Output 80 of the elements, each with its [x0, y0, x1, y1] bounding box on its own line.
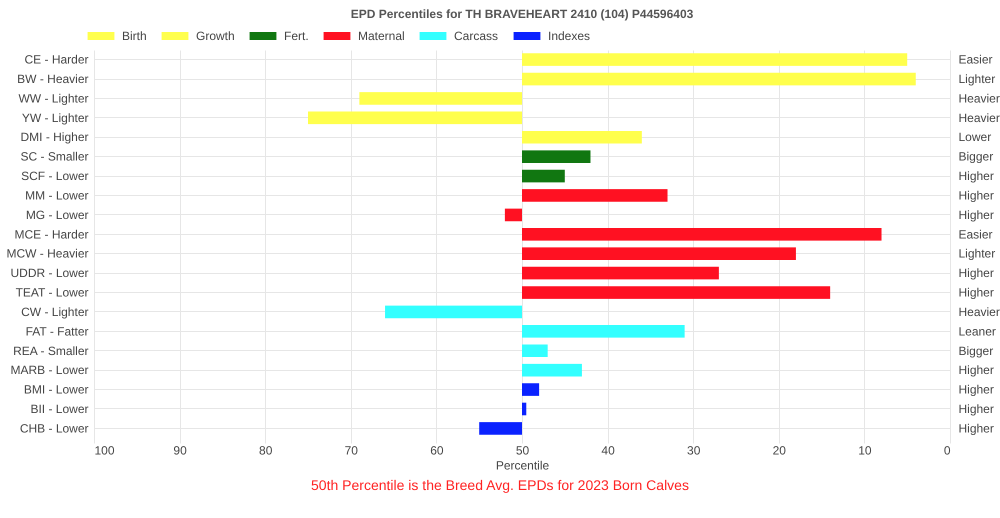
x-tick-label: 50: [516, 444, 530, 458]
bar: [522, 266, 719, 280]
y-tick-label: MCW - Heavier: [6, 246, 88, 261]
bar: [522, 150, 590, 163]
text: 50th Percentile is the Breed Avg. EPDs for 2023 Born Calves: [310, 477, 690, 493]
legend-label: Carcass: [454, 29, 498, 43]
bar: [522, 344, 548, 358]
y2-tick-label: Higher: [958, 188, 994, 202]
x-tick-label: 100: [94, 444, 115, 458]
bar: [522, 170, 565, 182]
x-axis-title: Percentile: [496, 458, 550, 472]
x-tick-label: 20: [772, 444, 786, 458]
y2-tick-label: Heavier: [958, 304, 1000, 319]
bar: [522, 53, 908, 66]
y2-tick-label: Easier: [958, 227, 993, 242]
y2-tick-label: Bigger: [958, 344, 994, 358]
y2-tick-label: Bigger: [958, 150, 994, 164]
x-tick-label: 90: [173, 444, 188, 458]
y-tick-label: CW - Lighter: [21, 304, 88, 319]
y2-tick-label: Higher: [958, 208, 994, 222]
y2-tick-label: Easier: [958, 52, 993, 67]
y-tick-label: MM - Lower: [25, 188, 88, 202]
y2-tick-label: Higher: [958, 421, 994, 436]
y2-tick-label: Higher: [958, 382, 994, 397]
x-tick-label: 0: [944, 444, 951, 458]
y2-tick-label: Leaner: [958, 324, 996, 338]
legend-label: Growth: [196, 29, 235, 43]
legend-label: Birth: [122, 29, 147, 43]
x-tick-label: 40: [601, 444, 616, 458]
y-tick-label: CE - Harder: [24, 52, 88, 67]
bar: [522, 325, 685, 338]
y-tick-label: BW - Heavier: [17, 72, 89, 86]
y2-tick-label: Higher: [958, 402, 994, 416]
bar: [504, 208, 522, 222]
legend-label: Maternal: [358, 29, 405, 43]
x-tick-label: 30: [687, 444, 701, 458]
bar: [522, 189, 668, 202]
y-tick-label: MG - Lower: [26, 208, 88, 222]
y-tick-label: TEAT - Lower: [16, 286, 88, 300]
y-tick-label: CHB - Lower: [20, 421, 88, 436]
y2-tick-label: Lighter: [958, 246, 996, 261]
y-tick-label: DMI - Higher: [20, 130, 88, 144]
y2-tick-label: Lighter: [958, 72, 996, 86]
y-tick-label: SCF - Lower: [21, 169, 88, 184]
x-tick-label: 60: [430, 444, 444, 458]
bar: [522, 228, 882, 241]
x-tick-label: 70: [344, 444, 358, 458]
bar: [359, 92, 522, 105]
bar: [385, 306, 522, 318]
bar: [479, 422, 522, 435]
y2-tick-label: Higher: [958, 266, 994, 280]
x-tick-label: 10: [858, 444, 872, 458]
y2-tick-label: Lower: [958, 130, 992, 144]
chart-title: EPD Percentiles for TH BRAVEHEART 2410 (104) P44596403: [350, 7, 694, 21]
y-tick-label: BMI - Lower: [24, 382, 88, 397]
bar: [522, 364, 582, 376]
y-tick-label: REA - Smaller: [13, 344, 88, 358]
y2-tick-label: Higher: [958, 286, 994, 300]
legend-label: Fert.: [284, 29, 309, 43]
y2-tick-label: Heavier: [958, 91, 1000, 106]
y2-tick-label: Higher: [958, 169, 994, 184]
bar: [522, 402, 526, 416]
bar: [522, 72, 916, 86]
bar: [308, 112, 522, 124]
y-tick-label: MCE - Harder: [14, 227, 88, 242]
y-tick-label: SC - Smaller: [20, 150, 88, 164]
y-tick-label: MARB - Lower: [10, 363, 88, 378]
y2-tick-label: Heavier: [958, 110, 1000, 125]
y2-tick-label: Higher: [958, 363, 994, 378]
y-tick-label: BII - Lower: [30, 402, 88, 416]
legend-label: Indexes: [548, 29, 590, 43]
y-tick-label: FAT - Fatter: [26, 324, 88, 338]
y-tick-label: YW - Lighter: [22, 110, 88, 125]
y-tick-label: WW - Lighter: [18, 91, 88, 106]
bar: [522, 247, 796, 260]
y-tick-label: UDDR - Lower: [10, 266, 88, 280]
x-tick-label: 80: [259, 444, 273, 458]
bar: [522, 130, 642, 144]
bar: [522, 383, 540, 396]
bar: [522, 286, 830, 299]
